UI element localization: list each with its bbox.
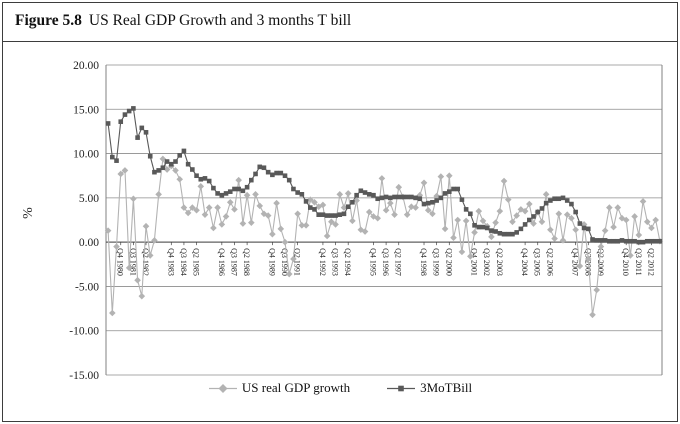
svg-text:Q3 1996: Q3 1996 <box>381 248 390 276</box>
svg-text:Q3 2011: Q3 2011 <box>634 248 643 275</box>
svg-text:5.00: 5.00 <box>79 193 99 205</box>
svg-text:Q4 1998: Q4 1998 <box>419 248 428 276</box>
svg-text:Q3 1999: Q3 1999 <box>432 248 441 276</box>
svg-text:Q4 1983: Q4 1983 <box>166 248 175 276</box>
svg-text:Q3 1990: Q3 1990 <box>280 248 289 276</box>
svg-text:Q2 1991: Q2 1991 <box>293 248 302 276</box>
gdp-growth-series-line <box>107 158 661 315</box>
legend-label-gdp-growth: US real GDP growth <box>241 380 351 395</box>
figure-label: Figure 5.8 <box>15 12 82 29</box>
tbill-series-marker-icon <box>387 385 416 391</box>
tbill-series-line <box>107 107 660 243</box>
figure-header: Figure 5.8 US Real GDP Growth and 3 month… <box>3 3 677 42</box>
svg-text:Q2 2006: Q2 2006 <box>545 248 554 276</box>
svg-text:Q3 1981: Q3 1981 <box>128 248 137 276</box>
plot-frame <box>105 65 663 375</box>
svg-text:Q4 2001: Q4 2001 <box>470 248 479 276</box>
legend-item-gdp-growth: US real GDP growth <box>208 380 350 396</box>
svg-text:Q2 2003: Q2 2003 <box>495 248 504 276</box>
svg-text:Q3 1993: Q3 1993 <box>331 248 340 276</box>
svg-text:Q3 1987: Q3 1987 <box>229 248 238 276</box>
svg-text:Q2 2000: Q2 2000 <box>444 248 453 276</box>
gdp-growth-series-markers <box>104 155 664 319</box>
svg-text:10.00: 10.00 <box>73 149 99 161</box>
svg-text:Q2 1988: Q2 1988 <box>242 248 251 276</box>
svg-text:Q2 1994: Q2 1994 <box>343 248 352 276</box>
svg-text:-15.00: -15.00 <box>69 370 99 379</box>
figure-title: US Real GDP Growth and 3 months T bill <box>88 12 352 29</box>
x-axis <box>106 241 662 246</box>
chart-canvas: 20.00 15.00 10.00 5.00 0.00 -5.00 -10.00 -15.00… <box>69 60 664 379</box>
gdp-series-marker-icon <box>208 383 237 393</box>
x-axis-tick-labels: Q4 1980 Q3 1981 Q2 1982 Q4 1983 Q3 1984 Q2 19… <box>116 248 656 276</box>
tbill-series-markers <box>105 106 663 245</box>
svg-text:Q4 1989: Q4 1989 <box>267 248 276 276</box>
svg-text:Q2 2009: Q2 2009 <box>596 248 605 276</box>
svg-text:15.00: 15.00 <box>73 104 99 116</box>
svg-text:Q3 1984: Q3 1984 <box>179 248 188 276</box>
svg-text:Q3 2002: Q3 2002 <box>482 248 491 276</box>
svg-text:Q3 2008: Q3 2008 <box>583 248 592 276</box>
svg-text:Q4 1992: Q4 1992 <box>318 248 327 276</box>
y-axis-tick-labels: 20.00 15.00 10.00 5.00 0.00 -5.00 -10.00 -15.00 <box>69 60 99 379</box>
svg-text:Q4 2010: Q4 2010 <box>621 248 630 276</box>
svg-text:-10.00: -10.00 <box>69 326 99 338</box>
svg-text:Q4 2007: Q4 2007 <box>571 248 580 276</box>
svg-text:Q4 1980: Q4 1980 <box>116 248 125 276</box>
svg-text:Q3 2005: Q3 2005 <box>533 248 542 276</box>
svg-text:Q2 1985: Q2 1985 <box>192 248 201 276</box>
svg-text:Q2 2012: Q2 2012 <box>646 248 655 276</box>
svg-text:Q4 1986: Q4 1986 <box>217 248 226 276</box>
legend-label-tbill: 3MoTBill <box>420 380 473 395</box>
svg-text:Q4 2004: Q4 2004 <box>520 248 529 276</box>
svg-text:Q4 1995: Q4 1995 <box>368 248 377 276</box>
svg-text:20.00: 20.00 <box>73 60 99 72</box>
chart-legend: US real GDP growth 3MoTBill <box>3 380 677 396</box>
svg-text:0.00: 0.00 <box>79 237 99 249</box>
legend-item-tbill: 3MoTBill <box>386 380 472 396</box>
svg-text:Q2 1997: Q2 1997 <box>394 248 403 276</box>
svg-text:Q2 1982: Q2 1982 <box>141 248 150 276</box>
svg-text:-5.00: -5.00 <box>75 281 99 293</box>
